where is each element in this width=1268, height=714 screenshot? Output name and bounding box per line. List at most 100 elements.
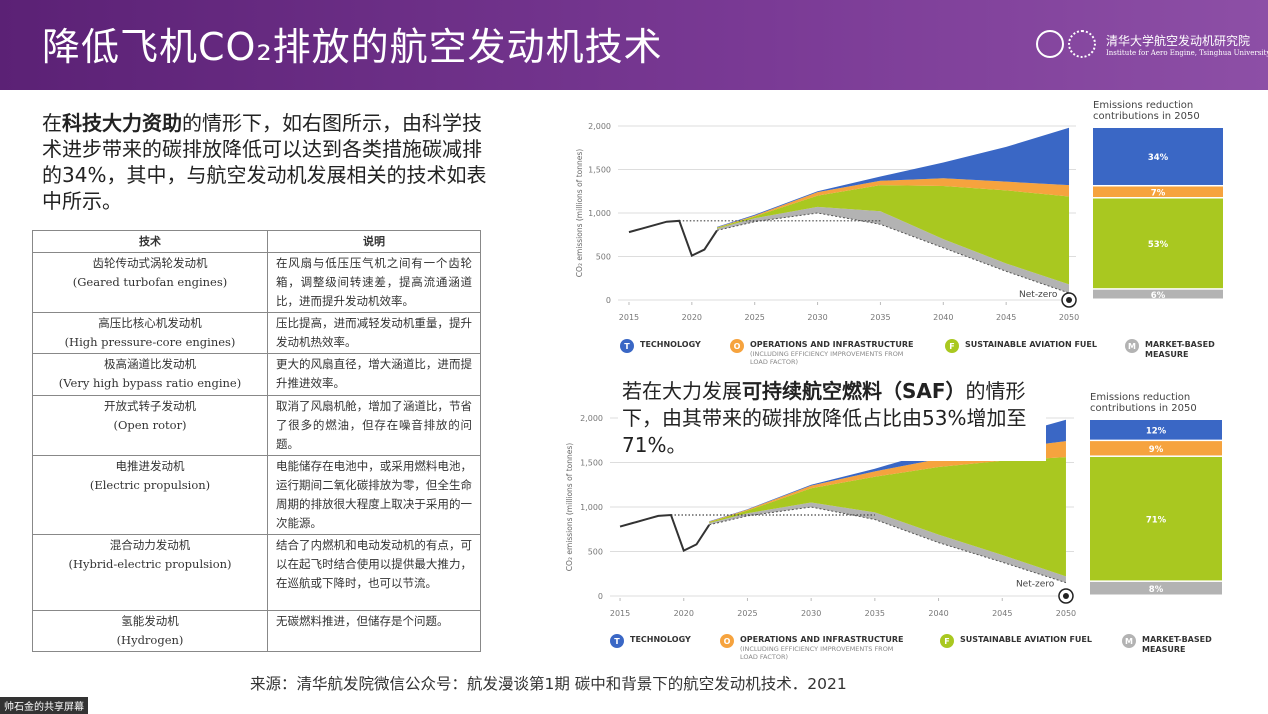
legend-icon-letter: T (624, 342, 630, 351)
contribution-bar (1093, 128, 1223, 185)
tech-name: 开放式转子发动机 (104, 399, 196, 413)
contribution-label: 6% (1151, 291, 1166, 301)
table-row: 混合动力发动机 (Hybrid-electric propulsion) 结合了内燃… (32, 534, 481, 611)
legend-label: MARKET-BASED MEASURE (1142, 635, 1212, 654)
screen-share-label: 帅石金的共享屏幕 (0, 697, 88, 714)
legend-icon (1122, 634, 1136, 648)
legend-text: SUSTAINABLE AVIATION FUEL (960, 635, 1092, 644)
y-tick-label: 1,000 (580, 503, 603, 512)
legend-text: TECHNOLOGY (640, 340, 701, 349)
tech-name-en: (Open rotor) (113, 418, 187, 432)
legend-icon (1125, 339, 1139, 353)
tech-name: 高压比核心机发动机 (98, 316, 202, 330)
x-tick-label: 2040 (933, 313, 953, 322)
bar-title: Emissions reduction contributions in 205… (1093, 100, 1200, 122)
legend-icon-letter: F (944, 637, 949, 646)
area-band (716, 206, 1070, 294)
table-row: 齿轮传动式涡轮发动机 (Geared turbofan engines) 在风扇与低… (32, 252, 481, 313)
tech-name-en: (Hydrogen) (116, 633, 184, 647)
desc-cell: 结合了内燃机和电动发动机的有点，可以在起飞时结合使用以提供最大推力，在巡航或下降… (267, 534, 481, 611)
emphasis: 科技大力资助 (62, 111, 182, 135)
text: 在 (42, 111, 62, 135)
x-tick-label: 2015 (610, 609, 630, 618)
contribution-label: 53% (1148, 240, 1169, 250)
legend-icon (940, 634, 954, 648)
y-tick-label: 1,500 (580, 459, 603, 468)
tech-cell: 混合动力发动机 (Hybrid-electric propulsion) (32, 534, 268, 611)
y-tick-label: 2,000 (580, 414, 603, 423)
tech-name-en: (Geared turbofan engines) (72, 275, 228, 289)
tech-name-en: (Very high bypass ratio engine) (58, 376, 242, 390)
x-tick-label: 2025 (745, 313, 765, 322)
contribution-label: 7% (1151, 189, 1166, 199)
area-band (716, 185, 1070, 285)
net-zero-line (716, 212, 1070, 294)
legend-icon-letter: O (734, 342, 741, 351)
x-tick-label: 2030 (801, 609, 821, 618)
x-tick-label: 2035 (865, 609, 885, 618)
history-line (619, 513, 711, 552)
table-row: 高压比核心机发动机 (High pressure-core engines) 压比提… (32, 312, 481, 354)
slide-title: 降低飞机CO₂排放的航空发动机技术 (42, 25, 663, 69)
tech-name: 混合动力发动机 (109, 538, 191, 552)
contribution-label: 34% (1148, 153, 1169, 163)
contribution-bar (1090, 581, 1222, 595)
source: 来源：清华航发院微信公众号：航发漫谈第1期 碳中和背景下的航空发动机技术．202… (250, 675, 847, 693)
tech-name: 氢能发动机 (121, 614, 179, 628)
legend-text: MARKET-BASED MEASURE (1145, 340, 1215, 359)
area-band (716, 127, 1070, 228)
tech-cell: 齿轮传动式涡轮发动机 (Geared turbofan engines) (32, 252, 268, 313)
logo-en: Institute for Aero Engine, Tsinghua Univ… (1106, 48, 1268, 57)
tech-table: 技术 说明 齿轮传动式涡轮发动机 (Geared turbofan engines)… (32, 230, 481, 652)
x-tick-label: 2045 (996, 313, 1016, 322)
legend-label: OPERATIONS AND INFRASTRUCTURE(INCLUDING … (740, 635, 904, 661)
area-band (709, 502, 1066, 583)
legend-label: OPERATIONS AND INFRASTRUCTURE(INCLUDING … (750, 340, 914, 366)
area-band (709, 457, 1066, 577)
legend-icon-letter: M (1128, 342, 1136, 351)
legend-icon-letter: M (1125, 637, 1133, 646)
contribution-label: 8% (1149, 585, 1164, 595)
area-band (709, 441, 1066, 523)
logo-zh: 清华大学航空发动机研究院 (1106, 33, 1251, 48)
legend-icon-letter: T (614, 637, 620, 646)
target-icon (1062, 593, 1069, 599)
legend-label: MARKET-BASED MEASURE (1145, 340, 1215, 359)
tech-cell: 电推进发动机 (Electric propulsion) (32, 455, 268, 535)
y-tick-label: 1,500 (588, 166, 611, 175)
table-row: 氢能发动机 (Hydrogen) 无碳燃料推进，但储存是个问题。 (32, 610, 481, 652)
legend-label: SUSTAINABLE AVIATION FUEL (965, 340, 1097, 349)
table-row: 极高涵道比发动机 (Very high bypass ratio engine) 更… (32, 353, 481, 396)
y-tick-label: 500 (596, 253, 611, 262)
text: 的情形下，由其带来的碳排放降低占比由53%增加至71%。 (622, 379, 1027, 457)
logo: 清华大学航空发动机研究院 Institute for Aero Engine, … (1036, 30, 1268, 58)
text: 若在大力发展 (622, 379, 742, 403)
legend-icon (620, 339, 634, 353)
x-tick-label: 2050 (1056, 609, 1076, 618)
net-zero-line (709, 506, 1067, 584)
legend-text: SUSTAINABLE AVIATION FUEL (965, 340, 1097, 349)
contribution-bar (1093, 198, 1223, 289)
logo-text: 清华大学航空发动机研究院 Institute for Aero Engine, … (1106, 32, 1268, 57)
legend-text: OPERATIONS AND INFRASTRUCTURE (750, 340, 914, 349)
legend-text: OPERATIONS AND INFRASTRUCTURE (740, 635, 904, 644)
contribution-bar (1093, 289, 1223, 299)
y-tick-label: 2,000 (588, 122, 611, 131)
legend-text: MARKET-BASED MEASURE (1142, 635, 1212, 654)
tech-name-en: (High pressure-core engines) (64, 335, 236, 349)
tech-cell: 氢能发动机 (Hydrogen) (32, 610, 268, 652)
desc-cell: 压比提高，进而减轻发动机重量，提升发动机热效率。 (267, 312, 481, 354)
intro: 在科技大力资助的情形下，如右图所示，由科学技术进步带来的碳排放降低可以达到各类措… (42, 110, 497, 214)
legend-icon (610, 634, 624, 648)
contribution-bar (1090, 441, 1222, 456)
y-tick-label: 0 (606, 296, 611, 305)
desc-cell: 电能储存在电池中，或采用燃料电池，运行期间二氧化碳排放为零，但全生命周期的排放很… (267, 455, 481, 535)
target-icon (1066, 297, 1073, 303)
header-row: 技术 说明 (32, 230, 481, 253)
legend-label: TECHNOLOGY (630, 635, 691, 644)
x-tick-label: 2020 (682, 313, 702, 322)
legend-note: (INCLUDING EFFICIENCY IMPROVEMENTS FROM … (750, 350, 904, 366)
x-tick-label: 2025 (737, 609, 757, 618)
legend-icon (720, 634, 734, 648)
